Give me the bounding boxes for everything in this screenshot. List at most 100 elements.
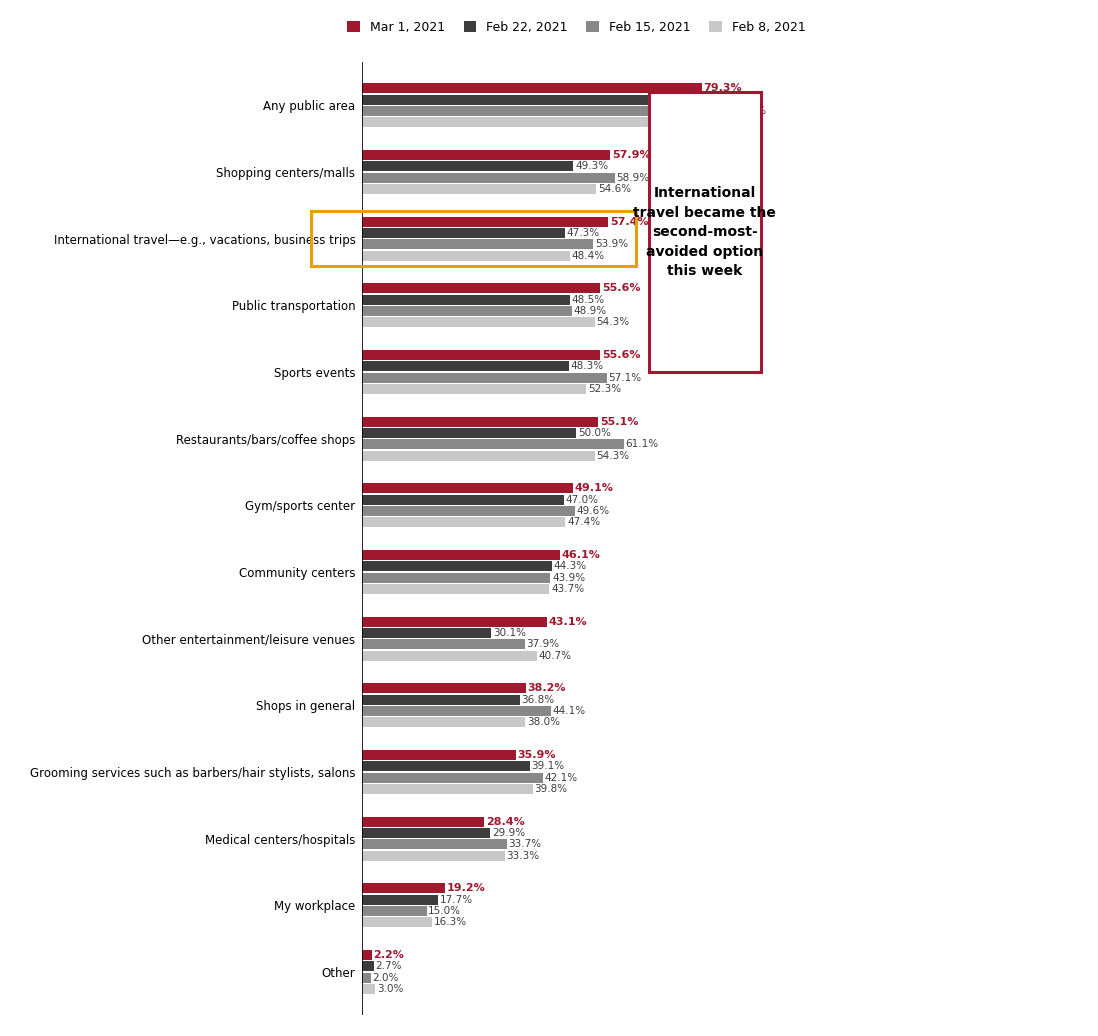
Bar (362, 651, 537, 661)
Text: 40.7%: 40.7% (538, 651, 571, 661)
Bar (362, 684, 526, 693)
Text: 54.3%: 54.3% (596, 451, 629, 461)
Text: 35.9%: 35.9% (518, 750, 557, 760)
Bar (362, 162, 573, 172)
Text: 47.0%: 47.0% (565, 495, 598, 505)
Text: 28.4%: 28.4% (485, 816, 525, 827)
Bar (362, 839, 506, 850)
Text: 57.1%: 57.1% (608, 373, 641, 382)
Bar (362, 350, 601, 361)
Text: 57.4%: 57.4% (609, 217, 649, 227)
Text: 55.6%: 55.6% (602, 350, 640, 361)
Text: 15.0%: 15.0% (428, 905, 461, 916)
Text: 47.4%: 47.4% (567, 517, 601, 527)
Text: 16.3%: 16.3% (434, 917, 467, 927)
Text: 49.1%: 49.1% (574, 484, 613, 493)
Text: 36.8%: 36.8% (522, 695, 554, 704)
Bar (362, 562, 552, 572)
FancyBboxPatch shape (649, 92, 761, 372)
Text: 39.1%: 39.1% (531, 761, 564, 772)
Text: 43.9%: 43.9% (552, 573, 585, 582)
Bar (362, 495, 563, 505)
Text: 53.9%: 53.9% (595, 239, 628, 250)
Text: 47.3%: 47.3% (567, 228, 600, 238)
Text: 57.9%: 57.9% (612, 150, 651, 161)
Bar (362, 851, 505, 861)
Text: 2.2%: 2.2% (373, 950, 404, 960)
Bar (362, 950, 372, 960)
Bar (362, 506, 574, 516)
Text: 44.1%: 44.1% (553, 706, 586, 716)
Bar (362, 517, 565, 527)
Bar (362, 228, 564, 238)
Text: 48.9%: 48.9% (573, 306, 606, 316)
Bar (362, 973, 371, 982)
Bar (362, 784, 533, 794)
Text: 30.1%: 30.1% (493, 628, 526, 638)
Text: 48.4%: 48.4% (571, 251, 604, 261)
Bar (362, 706, 551, 716)
Text: 2.7%: 2.7% (376, 961, 402, 972)
Text: 49.3%: 49.3% (575, 162, 608, 172)
Text: 33.3%: 33.3% (506, 851, 540, 861)
Bar (362, 150, 610, 161)
Text: 3.0%: 3.0% (377, 984, 403, 994)
Text: 58.9%: 58.9% (616, 173, 649, 182)
Text: 2.0%: 2.0% (372, 973, 399, 982)
Bar (362, 717, 525, 727)
Text: 33.7%: 33.7% (508, 839, 541, 850)
Text: 39.8%: 39.8% (535, 784, 568, 794)
Text: 48.3%: 48.3% (571, 362, 604, 372)
Bar (362, 961, 374, 972)
Bar (362, 484, 572, 493)
Bar (362, 428, 576, 438)
Text: 52.3%: 52.3% (589, 384, 621, 394)
Text: 38.0%: 38.0% (527, 717, 560, 727)
Bar (362, 95, 699, 105)
Legend: Mar 1, 2021, Feb 22, 2021, Feb 15, 2021, Feb 8, 2021: Mar 1, 2021, Feb 22, 2021, Feb 15, 2021,… (343, 16, 810, 39)
Text: 29.9%: 29.9% (492, 828, 525, 838)
Text: 43.7%: 43.7% (551, 584, 584, 594)
Bar (362, 284, 601, 293)
Text: 46.1%: 46.1% (561, 550, 601, 560)
Bar (362, 317, 595, 327)
Bar (362, 816, 484, 827)
Bar (362, 306, 572, 316)
Text: 61.1%: 61.1% (626, 439, 659, 450)
Text: 84.7%: 84.7% (727, 117, 760, 127)
Bar (362, 616, 547, 627)
Text: 43.1%: 43.1% (549, 616, 587, 627)
Text: 54.6%: 54.6% (597, 184, 631, 194)
Text: 48.5%: 48.5% (572, 295, 605, 305)
Text: 49.6%: 49.6% (576, 506, 609, 516)
Text: 78.6%: 78.6% (701, 95, 733, 105)
Bar (362, 251, 570, 261)
Bar (362, 773, 542, 782)
Bar (362, 239, 593, 250)
Bar (362, 895, 438, 904)
Bar (362, 884, 445, 893)
Bar (362, 217, 608, 227)
Bar (362, 761, 529, 772)
Bar (362, 550, 560, 560)
Text: 19.2%: 19.2% (446, 884, 485, 893)
Bar (362, 173, 615, 182)
Bar (362, 373, 607, 382)
Bar (362, 750, 516, 760)
Bar (362, 584, 549, 594)
Text: 55.6%: 55.6% (602, 284, 640, 293)
Bar (362, 917, 433, 927)
Bar (362, 106, 732, 116)
Bar (362, 695, 520, 704)
Text: 37.9%: 37.9% (526, 639, 560, 650)
Bar (362, 828, 491, 838)
Text: 17.7%: 17.7% (440, 895, 473, 904)
Bar (362, 184, 596, 194)
Bar (362, 639, 525, 650)
Bar (362, 628, 491, 638)
Bar (362, 295, 570, 305)
Text: 42.1%: 42.1% (545, 773, 578, 782)
Bar (362, 573, 550, 582)
Bar (362, 84, 702, 93)
Text: 54.3%: 54.3% (596, 317, 629, 327)
